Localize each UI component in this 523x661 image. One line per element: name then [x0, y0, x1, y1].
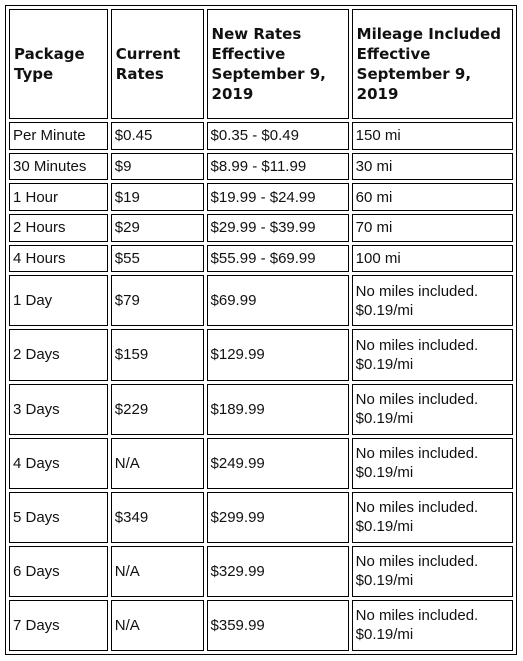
mileage-note: No miles included. — [355, 282, 479, 300]
table-row: 4 Hours $55 $55.99 - $69.99 100 mi — [9, 244, 513, 273]
cell-mileage: No miles included. $0.19/mi — [351, 491, 513, 543]
cell-current-rate: N/A — [110, 437, 204, 489]
table-row: 4 Days N/A $249.99 No miles included. $0.… — [9, 437, 513, 489]
cell-new-rate: $329.99 — [206, 545, 349, 597]
table-row: 2 Days $159 $129.99 No miles included. $0… — [9, 329, 513, 381]
cell-package: 7 Days — [9, 599, 108, 651]
cell-current-rate: $55 — [110, 244, 204, 273]
cell-mileage: No miles included. $0.19/mi — [351, 545, 513, 597]
cell-current-rate: $19 — [110, 183, 204, 212]
cell-new-rate: $29.99 - $39.99 — [206, 214, 349, 242]
cell-current-rate: N/A — [110, 599, 204, 651]
table-row: Per Minute $0.45 $0.35 - $0.49 150 mi — [9, 122, 513, 150]
cell-new-rate: $8.99 - $11.99 — [206, 152, 349, 181]
cell-current-rate: $9 — [110, 152, 204, 181]
cell-current-rate: $349 — [110, 491, 204, 543]
cell-mileage: No miles included. $0.19/mi — [351, 383, 513, 435]
cell-current-rate: $159 — [110, 329, 204, 381]
cell-package: Per Minute — [9, 122, 108, 150]
cell-mileage: 60 mi — [351, 183, 513, 212]
cell-new-rate: $359.99 — [206, 599, 349, 651]
table-row: 3 Days $229 $189.99 No miles included. $0… — [9, 383, 513, 435]
table-row: 7 Days N/A $359.99 No miles included. $0.… — [9, 599, 513, 651]
cell-current-rate: $0.45 — [110, 122, 204, 150]
cell-package: 3 Days — [9, 383, 108, 435]
cell-package: 30 Minutes — [9, 152, 108, 181]
cell-current-rate: $29 — [110, 214, 204, 242]
table-row: 5 Days $349 $299.99 No miles included. $0… — [9, 491, 513, 543]
cell-package: 6 Days — [9, 545, 108, 597]
mileage-note: No miles included. — [355, 607, 479, 625]
table-row: 6 Days N/A $329.99 No miles included. $0.… — [9, 545, 513, 597]
table-row: 2 Hours $29 $29.99 - $39.99 70 mi — [9, 214, 513, 242]
header-package-type: Package Type — [9, 9, 108, 119]
cell-mileage: 100 mi — [351, 244, 513, 273]
cell-new-rate: $189.99 — [206, 383, 349, 435]
table-header-row: Package Type Current Rates New Rates Eff… — [9, 9, 513, 119]
table-row: 1 Day $79 $69.99 No miles included. $0.19… — [9, 275, 513, 327]
cell-mileage: 150 mi — [351, 122, 513, 150]
cell-new-rate: $69.99 — [206, 275, 349, 327]
cell-current-rate: $79 — [110, 275, 204, 327]
mileage-rate: $0.19/mi — [355, 572, 414, 590]
cell-mileage: No miles included. $0.19/mi — [351, 437, 513, 489]
mileage-note: No miles included. — [355, 499, 479, 517]
cell-mileage: 30 mi — [351, 152, 513, 181]
cell-new-rate: $55.99 - $69.99 — [206, 244, 349, 273]
rates-table-frame: Package Type Current Rates New Rates Eff… — [5, 5, 517, 655]
cell-package: 2 Days — [9, 329, 108, 381]
table-row: 1 Hour $19 $19.99 - $24.99 60 mi — [9, 183, 513, 212]
cell-current-rate: $229 — [110, 383, 204, 435]
mileage-note: No miles included. — [355, 445, 479, 463]
rates-table: Package Type Current Rates New Rates Eff… — [6, 6, 516, 654]
cell-package: 4 Hours — [9, 244, 108, 273]
cell-current-rate: N/A — [110, 545, 204, 597]
cell-package: 5 Days — [9, 491, 108, 543]
cell-new-rate: $0.35 - $0.49 — [206, 122, 349, 150]
mileage-rate: $0.19/mi — [355, 518, 414, 536]
mileage-rate: $0.19/mi — [355, 301, 414, 319]
cell-new-rate: $299.99 — [206, 491, 349, 543]
mileage-rate: $0.19/mi — [355, 464, 414, 482]
cell-new-rate: $129.99 — [206, 329, 349, 381]
mileage-note: No miles included. — [355, 391, 479, 409]
header-current-rates: Current Rates — [110, 9, 204, 119]
cell-package: 1 Day — [9, 275, 108, 327]
cell-new-rate: $249.99 — [206, 437, 349, 489]
mileage-rate: $0.19/mi — [355, 626, 414, 644]
cell-mileage: No miles included. $0.19/mi — [351, 599, 513, 651]
mileage-rate: $0.19/mi — [355, 410, 414, 428]
header-mileage-included: Mileage Included Effective September 9, … — [351, 9, 513, 119]
cell-mileage: 70 mi — [351, 214, 513, 242]
cell-package: 4 Days — [9, 437, 108, 489]
cell-new-rate: $19.99 - $24.99 — [206, 183, 349, 212]
cell-package: 2 Hours — [9, 214, 108, 242]
mileage-note: No miles included. — [355, 336, 479, 354]
header-new-rates: New Rates Effective September 9, 2019 — [206, 9, 349, 119]
cell-package: 1 Hour — [9, 183, 108, 212]
mileage-rate: $0.19/mi — [355, 355, 414, 373]
mileage-note: No miles included. — [355, 553, 479, 571]
cell-mileage: No miles included. $0.19/mi — [351, 275, 513, 327]
table-row: 30 Minutes $9 $8.99 - $11.99 30 mi — [9, 152, 513, 181]
cell-mileage: No miles included. $0.19/mi — [351, 329, 513, 381]
